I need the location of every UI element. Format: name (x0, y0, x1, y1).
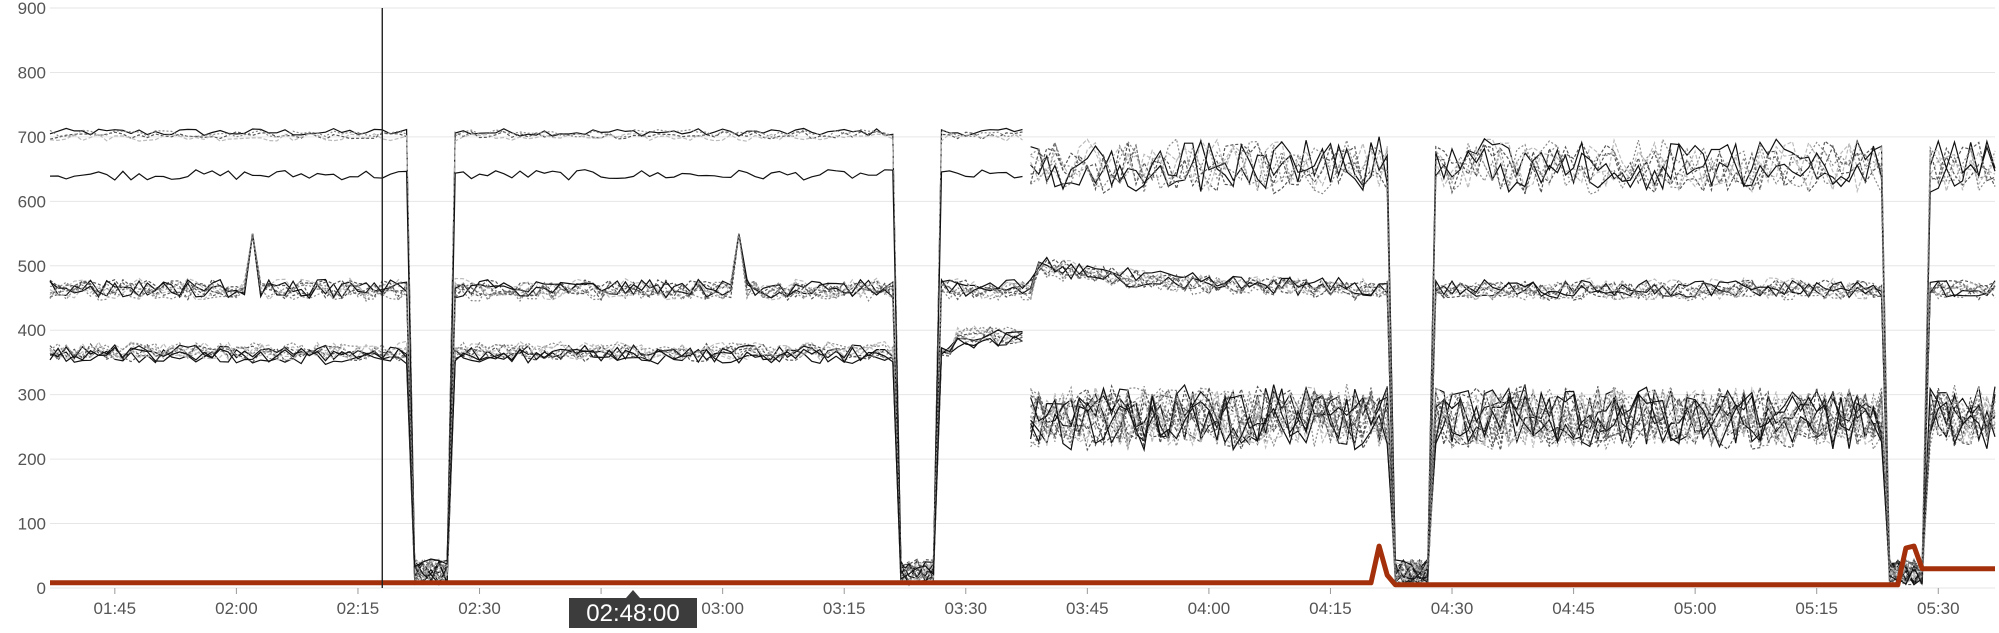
series-line (49, 332, 1023, 584)
x-tick-label: 05:30 (1917, 599, 1960, 618)
cursor[interactable]: 02:48:00 (381, 8, 697, 628)
series-line (49, 233, 1996, 584)
highlighted-series (50, 543, 1995, 588)
series-line (1030, 391, 1996, 583)
series-line (1030, 141, 1996, 586)
grid (50, 7, 1995, 589)
series-line (49, 169, 1023, 587)
x-tick-label: 04:00 (1188, 599, 1231, 618)
series-line (1030, 137, 1996, 585)
x-tick-label: 03:00 (701, 599, 744, 618)
series-line (49, 327, 1023, 585)
series-line (1030, 140, 1996, 586)
series-line (49, 233, 1996, 585)
x-tick-label: 03:15 (823, 599, 866, 618)
x-tick-label: 02:15 (337, 599, 380, 618)
series-line (49, 331, 1023, 580)
x-tick-label: 04:30 (1431, 599, 1474, 618)
x-tick-label: 03:45 (1066, 599, 1109, 618)
x-tick-label: 02:00 (215, 599, 258, 618)
x-tick-label: 05:15 (1795, 599, 1838, 618)
series-line (49, 324, 1023, 582)
series-line (49, 128, 1023, 585)
series-line (1030, 136, 1996, 586)
tooltip-pointer (626, 590, 640, 598)
series-line (49, 233, 1996, 587)
y-tick-label: 400 (18, 321, 46, 340)
series-line (49, 326, 1023, 586)
series-line (49, 133, 1023, 584)
y-tick-label: 900 (18, 0, 46, 18)
y-tick-label: 100 (18, 515, 46, 534)
series-line (1030, 387, 1996, 583)
series-line (1030, 143, 1996, 587)
series-line (1030, 385, 1996, 586)
cursor-time-label: 02:48:00 (586, 600, 679, 627)
x-tick-label: 04:45 (1552, 599, 1595, 618)
series-line (49, 233, 1996, 586)
series-line (49, 329, 1023, 585)
series-line (1030, 392, 1996, 586)
series-line (49, 233, 1996, 586)
series-line (1030, 385, 1996, 585)
x-tick-label: 03:30 (944, 599, 987, 618)
series-line (1030, 388, 1996, 586)
y-tick-label: 500 (18, 257, 46, 276)
series-line (49, 326, 1023, 585)
series-line (1030, 383, 1996, 586)
y-tick-label: 700 (18, 128, 46, 147)
series-line (1030, 390, 1996, 585)
x-tick-label: 04:15 (1309, 599, 1352, 618)
x-axis: 01:4502:0002:1502:3002:4503:0003:1503:30… (94, 588, 1960, 618)
series-lines (49, 127, 1996, 587)
cursor-time-tooltip (569, 598, 697, 628)
series-line (49, 329, 1023, 586)
y-tick-label: 300 (18, 386, 46, 405)
y-tick-label: 800 (18, 63, 46, 82)
x-tick-label: 01:45 (94, 599, 137, 618)
series-line (49, 130, 1023, 584)
series-line (1030, 388, 1996, 587)
series-line (1030, 140, 1996, 586)
series-line (49, 233, 1996, 586)
series-line (49, 127, 1023, 584)
y-axis: 0 100 200 300 400 500 600 700 800 900 (18, 0, 46, 598)
y-tick-label: 600 (18, 192, 46, 211)
series-line (1030, 139, 1996, 585)
y-tick-label: 200 (18, 450, 46, 469)
series-line (1030, 387, 1996, 586)
series-line (1030, 137, 1996, 585)
y-tick-label: 0 (37, 579, 46, 598)
highlight-series-line (50, 543, 1995, 588)
x-tick-label: 02:30 (458, 599, 501, 618)
x-tick-label: 05:00 (1674, 599, 1717, 618)
